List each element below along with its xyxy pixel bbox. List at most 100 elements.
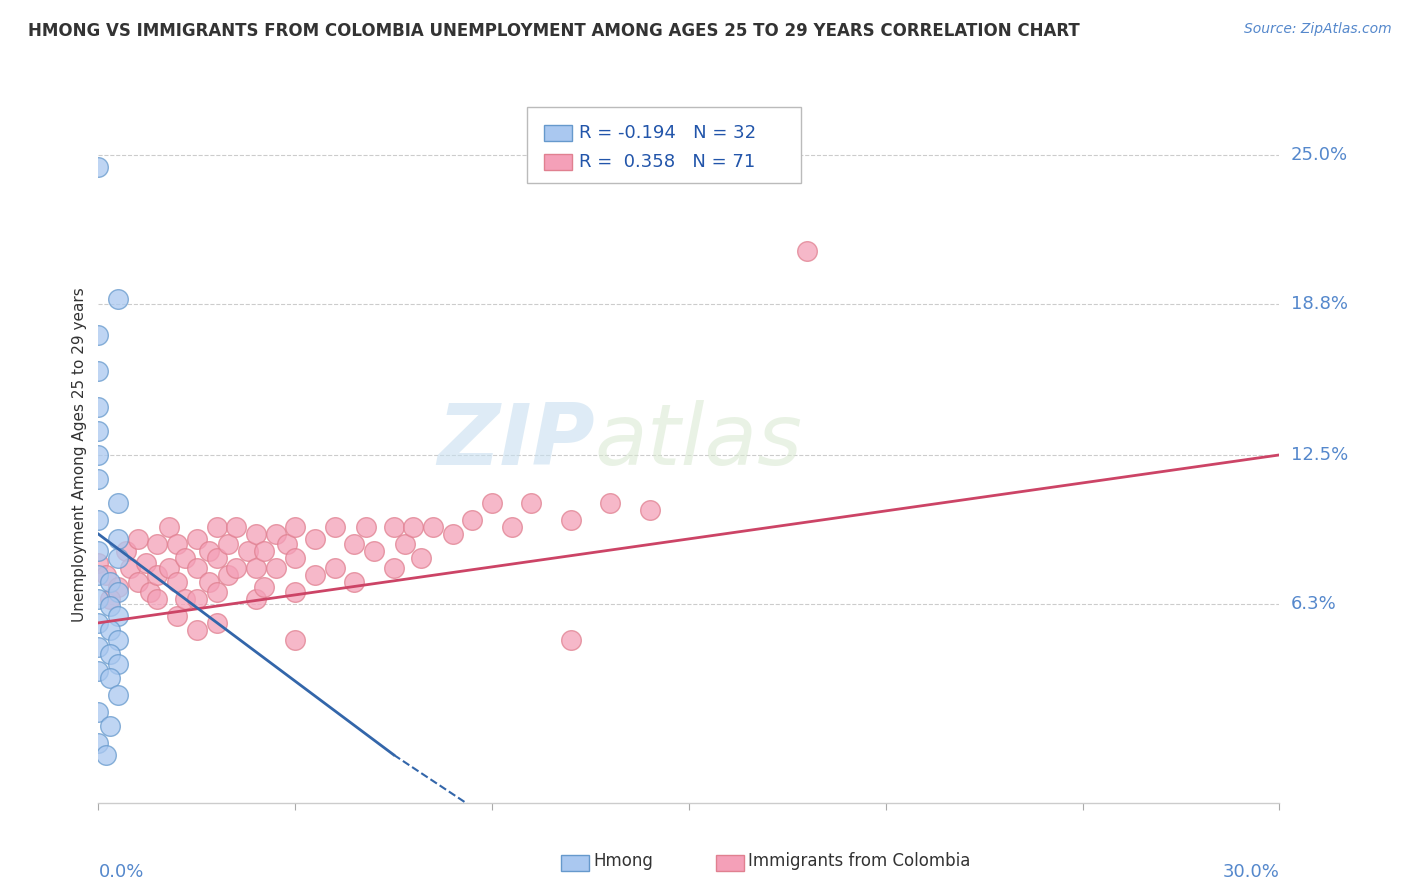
Point — [394, 537, 416, 551]
Point — [599, 496, 621, 510]
Point — [323, 520, 346, 534]
Point — [205, 584, 228, 599]
Point — [107, 584, 129, 599]
Point — [264, 560, 287, 574]
Point — [87, 328, 110, 343]
Point — [186, 532, 208, 546]
Point — [98, 623, 121, 637]
Point — [323, 560, 346, 574]
Text: 12.5%: 12.5% — [1291, 446, 1348, 464]
Point — [217, 567, 239, 582]
Point — [135, 556, 157, 570]
Point — [98, 671, 121, 685]
Point — [96, 567, 118, 582]
Point — [87, 591, 110, 606]
Point — [174, 591, 197, 606]
Point — [205, 520, 228, 534]
Point — [87, 472, 110, 486]
Text: Hmong: Hmong — [593, 852, 654, 870]
Point — [363, 544, 385, 558]
Point — [245, 591, 267, 606]
Point — [638, 503, 661, 517]
Point — [87, 705, 110, 719]
Point — [87, 513, 110, 527]
Text: HMONG VS IMMIGRANTS FROM COLOMBIA UNEMPLOYMENT AMONG AGES 25 TO 29 YEARS CORRELA: HMONG VS IMMIGRANTS FROM COLOMBIA UNEMPL… — [28, 22, 1080, 40]
Point — [343, 537, 366, 551]
Point — [284, 520, 307, 534]
Point — [225, 560, 247, 574]
Point — [115, 544, 138, 558]
Point — [501, 520, 523, 534]
Point — [87, 424, 110, 438]
Point — [284, 551, 307, 566]
Point — [382, 560, 405, 574]
Point — [87, 664, 110, 678]
Point — [217, 537, 239, 551]
Point — [87, 544, 110, 558]
Point — [560, 513, 582, 527]
Point — [98, 647, 121, 661]
Point — [87, 448, 110, 462]
Point — [245, 527, 267, 541]
Point — [87, 567, 110, 582]
Point — [422, 520, 444, 534]
Text: Source: ZipAtlas.com: Source: ZipAtlas.com — [1244, 22, 1392, 37]
Point — [87, 364, 110, 378]
Text: 6.3%: 6.3% — [1291, 595, 1336, 613]
Point — [225, 520, 247, 534]
Point — [166, 575, 188, 590]
Point — [245, 560, 267, 574]
Point — [197, 544, 219, 558]
Point — [107, 292, 129, 306]
Point — [107, 580, 129, 594]
Point — [118, 560, 141, 574]
Text: 25.0%: 25.0% — [1291, 146, 1348, 164]
Point — [87, 736, 110, 750]
Point — [304, 567, 326, 582]
Point — [186, 591, 208, 606]
Point — [560, 632, 582, 647]
Point — [441, 527, 464, 541]
Point — [402, 520, 425, 534]
Point — [205, 615, 228, 630]
Point — [253, 544, 276, 558]
Point — [107, 496, 129, 510]
Text: 0.0%: 0.0% — [98, 863, 143, 880]
Point — [382, 520, 405, 534]
Point — [107, 532, 129, 546]
Point — [146, 567, 169, 582]
Point — [304, 532, 326, 546]
Y-axis label: Unemployment Among Ages 25 to 29 years: Unemployment Among Ages 25 to 29 years — [72, 287, 87, 623]
Text: 18.8%: 18.8% — [1291, 294, 1347, 313]
Point — [284, 584, 307, 599]
Point — [146, 591, 169, 606]
Point — [146, 537, 169, 551]
Point — [276, 537, 298, 551]
Point — [481, 496, 503, 510]
Point — [354, 520, 377, 534]
Point — [96, 747, 118, 762]
Point — [166, 608, 188, 623]
Point — [98, 719, 121, 733]
Point — [107, 688, 129, 702]
Point — [107, 657, 129, 671]
Point — [107, 608, 129, 623]
Point — [87, 400, 110, 414]
Point — [343, 575, 366, 590]
Point — [87, 615, 110, 630]
Point — [107, 632, 129, 647]
Text: R = -0.194   N = 32: R = -0.194 N = 32 — [579, 124, 756, 142]
Point — [107, 551, 129, 566]
Point — [186, 560, 208, 574]
Point — [87, 640, 110, 654]
Point — [284, 632, 307, 647]
Text: R =  0.358   N = 71: R = 0.358 N = 71 — [579, 153, 755, 171]
Point — [174, 551, 197, 566]
Point — [197, 575, 219, 590]
Point — [127, 575, 149, 590]
Point — [157, 560, 180, 574]
Point — [166, 537, 188, 551]
Point — [236, 544, 259, 558]
Point — [87, 160, 110, 174]
Point — [98, 591, 121, 606]
